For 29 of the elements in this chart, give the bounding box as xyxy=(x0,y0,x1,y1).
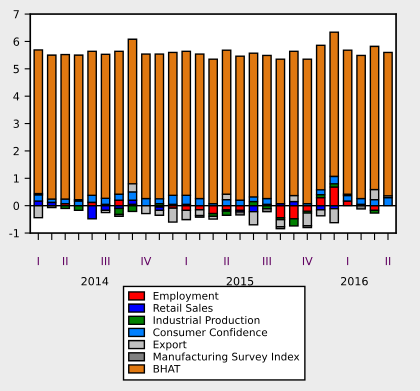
y-tick-label: 2 xyxy=(14,146,19,156)
x-tick-label: III xyxy=(102,256,110,266)
legend-label: BHAT xyxy=(154,364,180,373)
y-tick-label: 4 xyxy=(13,92,20,100)
x-tick-label: II xyxy=(63,256,68,266)
legend-label: Industrial Production xyxy=(154,316,260,324)
legend-label: Employment xyxy=(154,292,218,302)
x-tick-label: IV xyxy=(302,256,313,266)
y-tick-label: 6 xyxy=(14,37,20,46)
x-tick-label: I xyxy=(186,256,187,266)
y-tick-label: 7 xyxy=(14,10,19,18)
x-tick-label: I xyxy=(347,256,348,266)
text: 2016 xyxy=(341,277,368,286)
y-tick-label: 1 xyxy=(14,174,19,183)
x-tick-label: II xyxy=(224,256,229,266)
y-tick-label: 3 xyxy=(14,120,19,128)
legend-label: Retail Sales xyxy=(154,304,213,312)
legend-label: Export xyxy=(154,340,187,350)
text: 2015 xyxy=(226,277,254,286)
legend-label: Manufacturing Survey Index xyxy=(154,352,300,363)
y-tick-label: -1 xyxy=(9,229,19,238)
x-tick-label: IV xyxy=(142,256,152,266)
y-tick-label: 5 xyxy=(14,64,19,74)
x-tick-label: I xyxy=(38,256,39,266)
y-tick-label: 0 xyxy=(13,202,20,210)
x-tick-label: III xyxy=(263,256,271,266)
x-tick-label: II xyxy=(386,256,390,266)
legend-label: Consumer Confidence xyxy=(153,328,268,336)
text: 2014 xyxy=(81,277,108,286)
